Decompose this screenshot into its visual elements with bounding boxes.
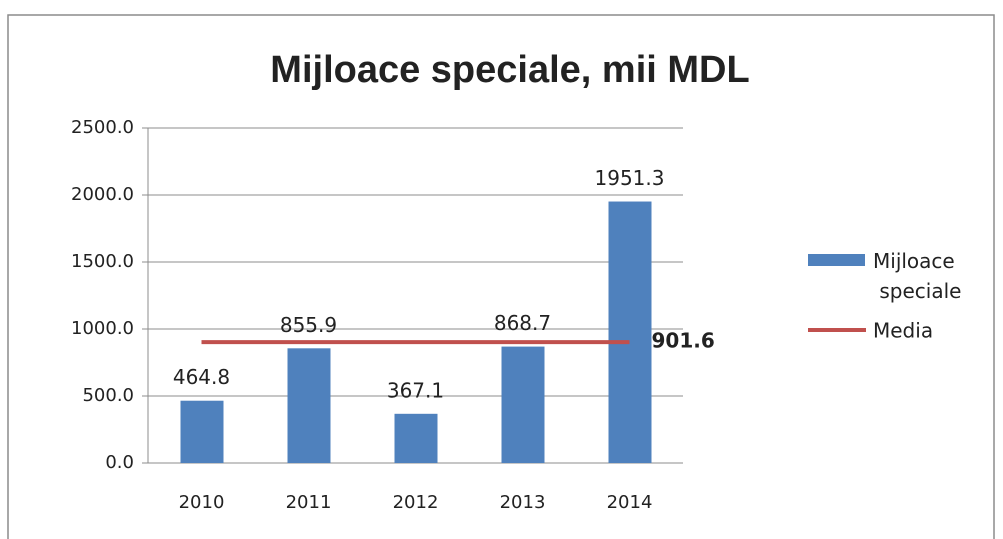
x-tick-label: 2011 bbox=[286, 492, 332, 513]
y-tick-label: 500.0 bbox=[82, 385, 134, 406]
legend-label: Media bbox=[873, 319, 933, 343]
bar bbox=[180, 400, 224, 463]
data-label: 464.8 bbox=[173, 365, 230, 389]
x-tick-label: 2013 bbox=[500, 492, 546, 513]
bar bbox=[287, 348, 331, 463]
y-tick-label: 2000.0 bbox=[71, 184, 134, 205]
data-label: 901.6 bbox=[652, 329, 715, 353]
chart-frame bbox=[7, 14, 995, 539]
data-label: 367.1 bbox=[387, 378, 444, 402]
data-label: 855.9 bbox=[280, 313, 337, 337]
x-tick-label: 2010 bbox=[179, 492, 225, 513]
y-tick-label: 1500.0 bbox=[71, 251, 134, 272]
bar bbox=[394, 413, 438, 463]
y-tick-label: 1000.0 bbox=[71, 318, 134, 339]
chart-title: Mijloace speciale, mii MDL bbox=[270, 49, 749, 91]
x-tick-label: 2014 bbox=[607, 492, 653, 513]
bar bbox=[501, 346, 545, 463]
data-label: 868.7 bbox=[494, 311, 551, 335]
y-tick-label: 2500.0 bbox=[71, 117, 134, 138]
x-tick-label: 2012 bbox=[393, 492, 439, 513]
legend-label: Mijloace speciale bbox=[873, 249, 961, 303]
bar bbox=[608, 201, 652, 463]
y-tick-label: 0.0 bbox=[105, 452, 134, 473]
data-label: 1951.3 bbox=[595, 166, 665, 190]
legend-swatch bbox=[808, 254, 865, 266]
